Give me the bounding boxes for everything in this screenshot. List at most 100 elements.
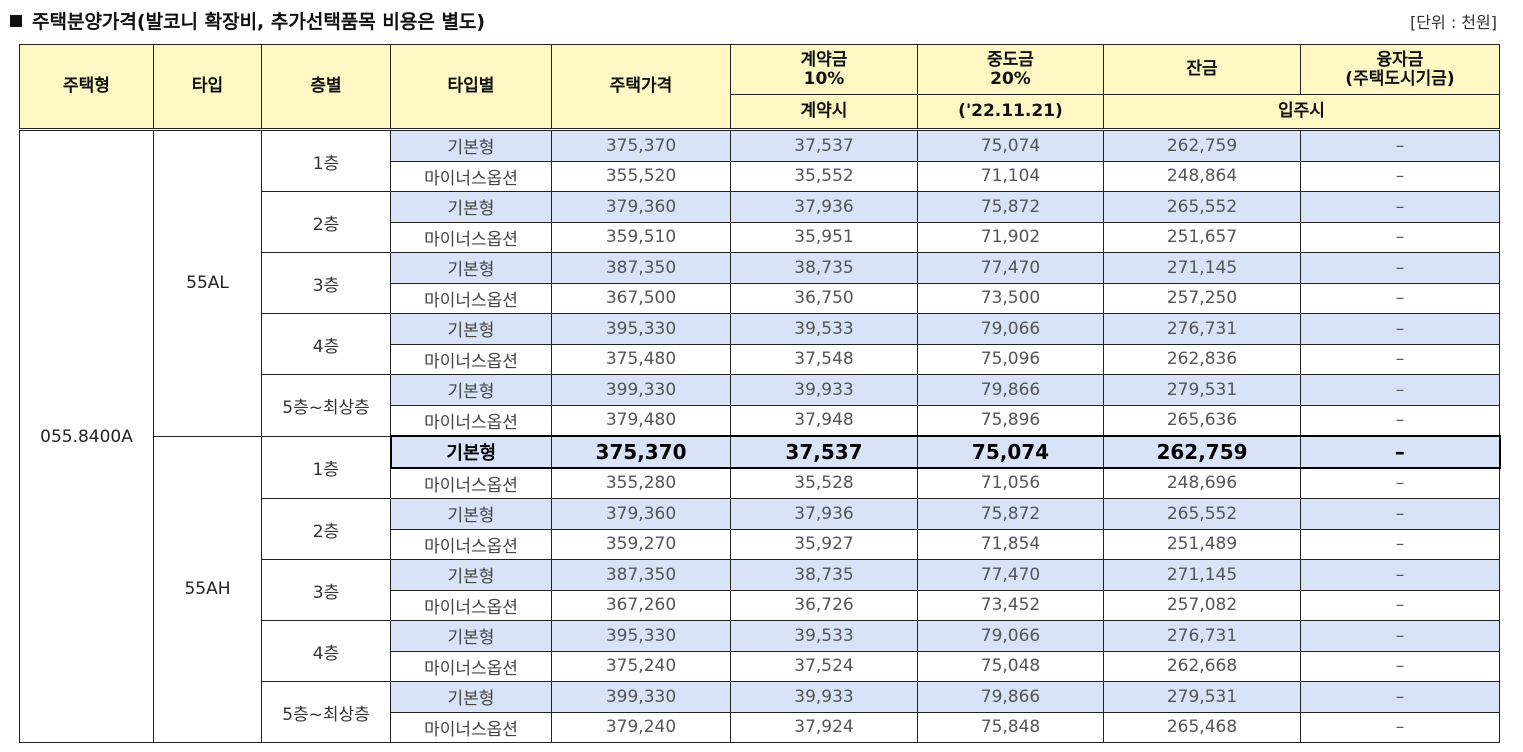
deposit-cell: 37,948 [730, 404, 918, 437]
page-title-text: 주택분양가격(발코니 확장비, 추가선택품목 비용은 별도) [32, 11, 486, 33]
table-row: 마이너스옵션 375,240 37,524 75,048 262,668– [20, 650, 1500, 682]
table-row: 마이너스옵션 355,520 35,552 71,104 248,864– [20, 160, 1500, 192]
floor-cell: 5층~최상층 [261, 681, 391, 743]
deposit-cell: 39,933 [730, 681, 918, 713]
middle-payment-cell: 79,066 [917, 620, 1104, 652]
price-cell: 375,240 [551, 650, 731, 682]
type-cell: 55AL [153, 129, 262, 437]
type-variant-cell: 기본형 [390, 498, 552, 530]
floor-cell: 5층~최상층 [261, 374, 391, 437]
loan-cell: – [1300, 559, 1500, 591]
balance-cell: 257,082 [1103, 589, 1301, 621]
loan-cell: – [1300, 374, 1500, 406]
header-floor: 층별 [261, 44, 391, 131]
type-variant-cell: 기본형 [390, 620, 552, 652]
loan-cell: – [1300, 589, 1500, 621]
loan-cell: – [1300, 252, 1500, 284]
balance-cell: 276,731 [1103, 620, 1301, 652]
balance-cell: 248,864 [1103, 160, 1301, 192]
loan-cell: – [1300, 498, 1500, 530]
balance-cell: 271,145 [1103, 559, 1301, 591]
price-cell: 367,500 [551, 282, 731, 314]
type-variant-cell: 마이너스옵션 [390, 528, 552, 560]
middle-payment-cell: 75,074 [917, 129, 1104, 162]
floor-cell: 2층 [261, 498, 391, 560]
price-cell: 359,510 [551, 221, 731, 253]
table-header: 주택형 타입 층별 타입별 주택가격 계약금 10% 중도금 20% 잔금 융자… [19, 44, 1500, 131]
loan-cell: – [1300, 435, 1501, 469]
loan-cell: – [1300, 528, 1500, 560]
price-cell: 355,520 [551, 160, 731, 192]
table-row: 마이너스옵션 355,280 35,528 71,056 248,696– [20, 467, 1500, 499]
type-variant-cell: 기본형 [390, 252, 552, 284]
deposit-cell: 37,524 [730, 650, 918, 682]
balance-cell: 251,657 [1103, 221, 1301, 253]
balance-cell: 265,636 [1103, 404, 1301, 437]
middle-payment-cell: 75,896 [917, 404, 1104, 437]
deposit-cell: 37,924 [730, 711, 918, 743]
deposit-cell: 37,537 [730, 129, 918, 162]
type-variant-cell: 마이너스옵션 [390, 650, 552, 682]
middle-payment-cell: 79,066 [917, 313, 1104, 345]
middle-payment-cell: 79,866 [917, 374, 1104, 406]
table-row: 마이너스옵션 367,500 36,750 73,500 257,250– [20, 282, 1500, 314]
price-cell: 395,330 [551, 620, 731, 652]
balance-cell: 265,552 [1103, 191, 1301, 223]
middle-payment-cell: 75,872 [917, 191, 1104, 223]
header-type-variant: 타입별 [390, 44, 552, 131]
middle-payment-cell: 75,872 [917, 498, 1104, 530]
price-cell: 387,350 [551, 252, 731, 284]
deposit-cell: 39,933 [730, 374, 918, 406]
type-variant-cell: 기본형 [390, 681, 552, 713]
header-housing-type: 주택형 [19, 44, 154, 131]
table-row: 마이너스옵션 375,480 37,548 75,096 262,836– [20, 343, 1500, 375]
header-middle-sub: ('22.11.21) [917, 94, 1104, 131]
table-row: 5층~최상층 기본형 399,330 39,933 79,866 279,531– [20, 374, 1500, 437]
balance-cell: 279,531 [1103, 681, 1301, 713]
table-row: 3층 기본형 387,350 38,735 77,470 271,145– [20, 252, 1500, 314]
header-deposit-sub: 계약시 [730, 94, 918, 131]
middle-payment-cell: 73,500 [917, 282, 1104, 314]
loan-cell: – [1300, 129, 1500, 162]
price-cell: 379,360 [551, 191, 731, 223]
price-cell: 359,270 [551, 528, 731, 560]
deposit-cell: 37,936 [730, 498, 918, 530]
square-bullet-icon [10, 15, 22, 27]
deposit-cell: 38,735 [730, 252, 918, 284]
unit-label: [단위 : 천원] [1410, 13, 1497, 32]
type-variant-cell: 기본형 [390, 374, 552, 406]
type-variant-cell: 마이너스옵션 [390, 343, 552, 375]
floor-cell: 2층 [261, 191, 391, 253]
middle-payment-cell: 77,470 [917, 252, 1104, 284]
header-deposit: 계약금 10% [730, 44, 918, 95]
header-balance: 잔금 [1103, 44, 1301, 95]
balance-cell: 279,531 [1103, 374, 1301, 406]
price-cell: 355,280 [551, 467, 731, 499]
balance-cell: 257,250 [1103, 282, 1301, 314]
type-variant-cell: 기본형 [390, 129, 552, 162]
floor-cell: 1층 [261, 435, 391, 499]
table-row: 마이너스옵션 359,270 35,927 71,854 251,489– [20, 528, 1500, 560]
table-row: 3층 기본형 387,350 38,735 77,470 271,145– [20, 559, 1500, 621]
type-variant-cell: 마이너스옵션 [390, 160, 552, 192]
table-row: 055.8400A 55AL 1층 기본형 375,370 37,537 75,074 262… [19, 129, 1500, 743]
table-row: 5층~최상층 기본형 399,330 39,933 79,866 279,531– [20, 681, 1500, 743]
header-loan: 융자금 (주택도시기금) [1300, 44, 1500, 95]
balance-cell: 265,468 [1103, 711, 1301, 743]
type-variant-cell: 마이너스옵션 [390, 711, 552, 743]
price-cell: 379,360 [551, 498, 731, 530]
loan-cell: – [1300, 681, 1500, 713]
deposit-cell: 35,951 [730, 221, 918, 253]
middle-payment-cell: 71,104 [917, 160, 1104, 192]
table-body: 055.8400A 55AL 1층 기본형 375,370 37,537 75,074 262… [19, 129, 1501, 743]
type-variant-cell: 마이너스옵션 [390, 589, 552, 621]
loan-cell: – [1300, 160, 1500, 192]
price-cell: 399,330 [551, 374, 731, 406]
type-cell: 55AH [153, 435, 262, 743]
deposit-cell: 36,750 [730, 282, 918, 314]
balance-cell: 251,489 [1103, 528, 1301, 560]
housing-type-cell: 055.8400A [19, 129, 154, 743]
loan-cell: – [1300, 711, 1500, 743]
deposit-cell: 36,726 [730, 589, 918, 621]
table-row: 마이너스옵션 379,480 37,948 75,896 265,636– [20, 404, 1500, 437]
